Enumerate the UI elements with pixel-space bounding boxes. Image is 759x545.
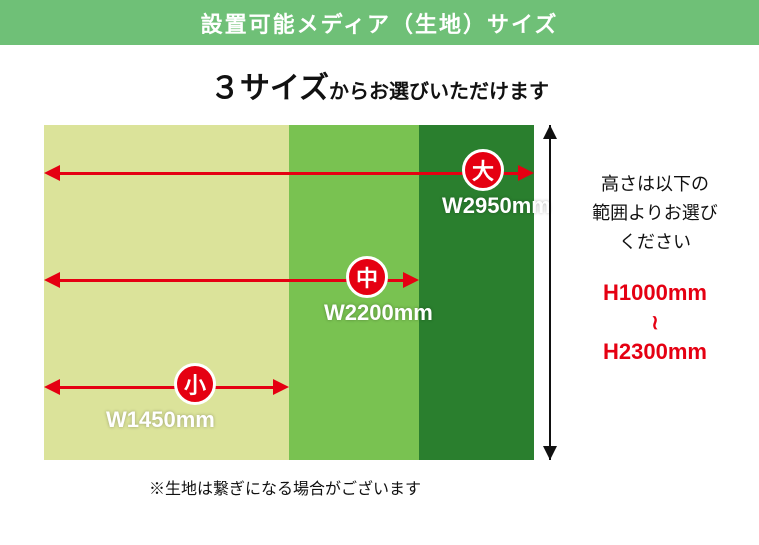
height-instruction-3: ください <box>575 228 735 257</box>
height-range: H1000mm ≀ H2300mm <box>575 278 735 368</box>
subtitle-big: ３サイズ <box>210 72 329 105</box>
width-label-大: W2950mm <box>442 193 551 219</box>
footnote: ※生地は繋ぎになる場合がございます <box>0 475 570 499</box>
arrow-head-right-icon <box>273 379 289 395</box>
height-max: H2300mm <box>575 337 735 368</box>
width-label-小: W1450mm <box>106 407 215 433</box>
vdim-arrow-bottom-icon <box>543 446 557 460</box>
vdim-line <box>549 125 551 460</box>
vdim-arrow-top-icon <box>543 125 557 139</box>
size-diagram: 大W2950mm中W2200mm小W1450mm <box>44 125 534 460</box>
tilde-icon: ≀ <box>575 309 735 337</box>
height-instruction-2: 範囲よりお選び <box>575 199 735 228</box>
size-badge-小: 小 <box>174 363 216 405</box>
width-label-中: W2200mm <box>324 300 433 326</box>
subtitle: ３サイズからお選びいただけます <box>0 63 759 107</box>
arrow-大 <box>52 172 526 175</box>
header-banner: 設置可能メディア（生地）サイズ <box>0 0 759 45</box>
right-column: 高さは以下の 範囲よりお選び ください H1000mm ≀ H2300mm <box>575 170 735 368</box>
arrow-head-left-icon <box>44 165 60 181</box>
size-badge-中: 中 <box>346 256 388 298</box>
size-badge-大: 大 <box>462 149 504 191</box>
arrow-head-left-icon <box>44 379 60 395</box>
subtitle-small: からお選びいただけます <box>329 81 549 103</box>
arrow-head-right-icon <box>403 272 419 288</box>
arrow-head-right-icon <box>518 165 534 181</box>
header-title: 設置可能メディア（生地）サイズ <box>201 7 559 39</box>
vertical-dimension <box>540 125 560 460</box>
height-instruction-1: 高さは以下の <box>575 170 735 199</box>
height-min: H1000mm <box>575 278 735 309</box>
arrow-head-left-icon <box>44 272 60 288</box>
arrow-小 <box>52 386 281 389</box>
